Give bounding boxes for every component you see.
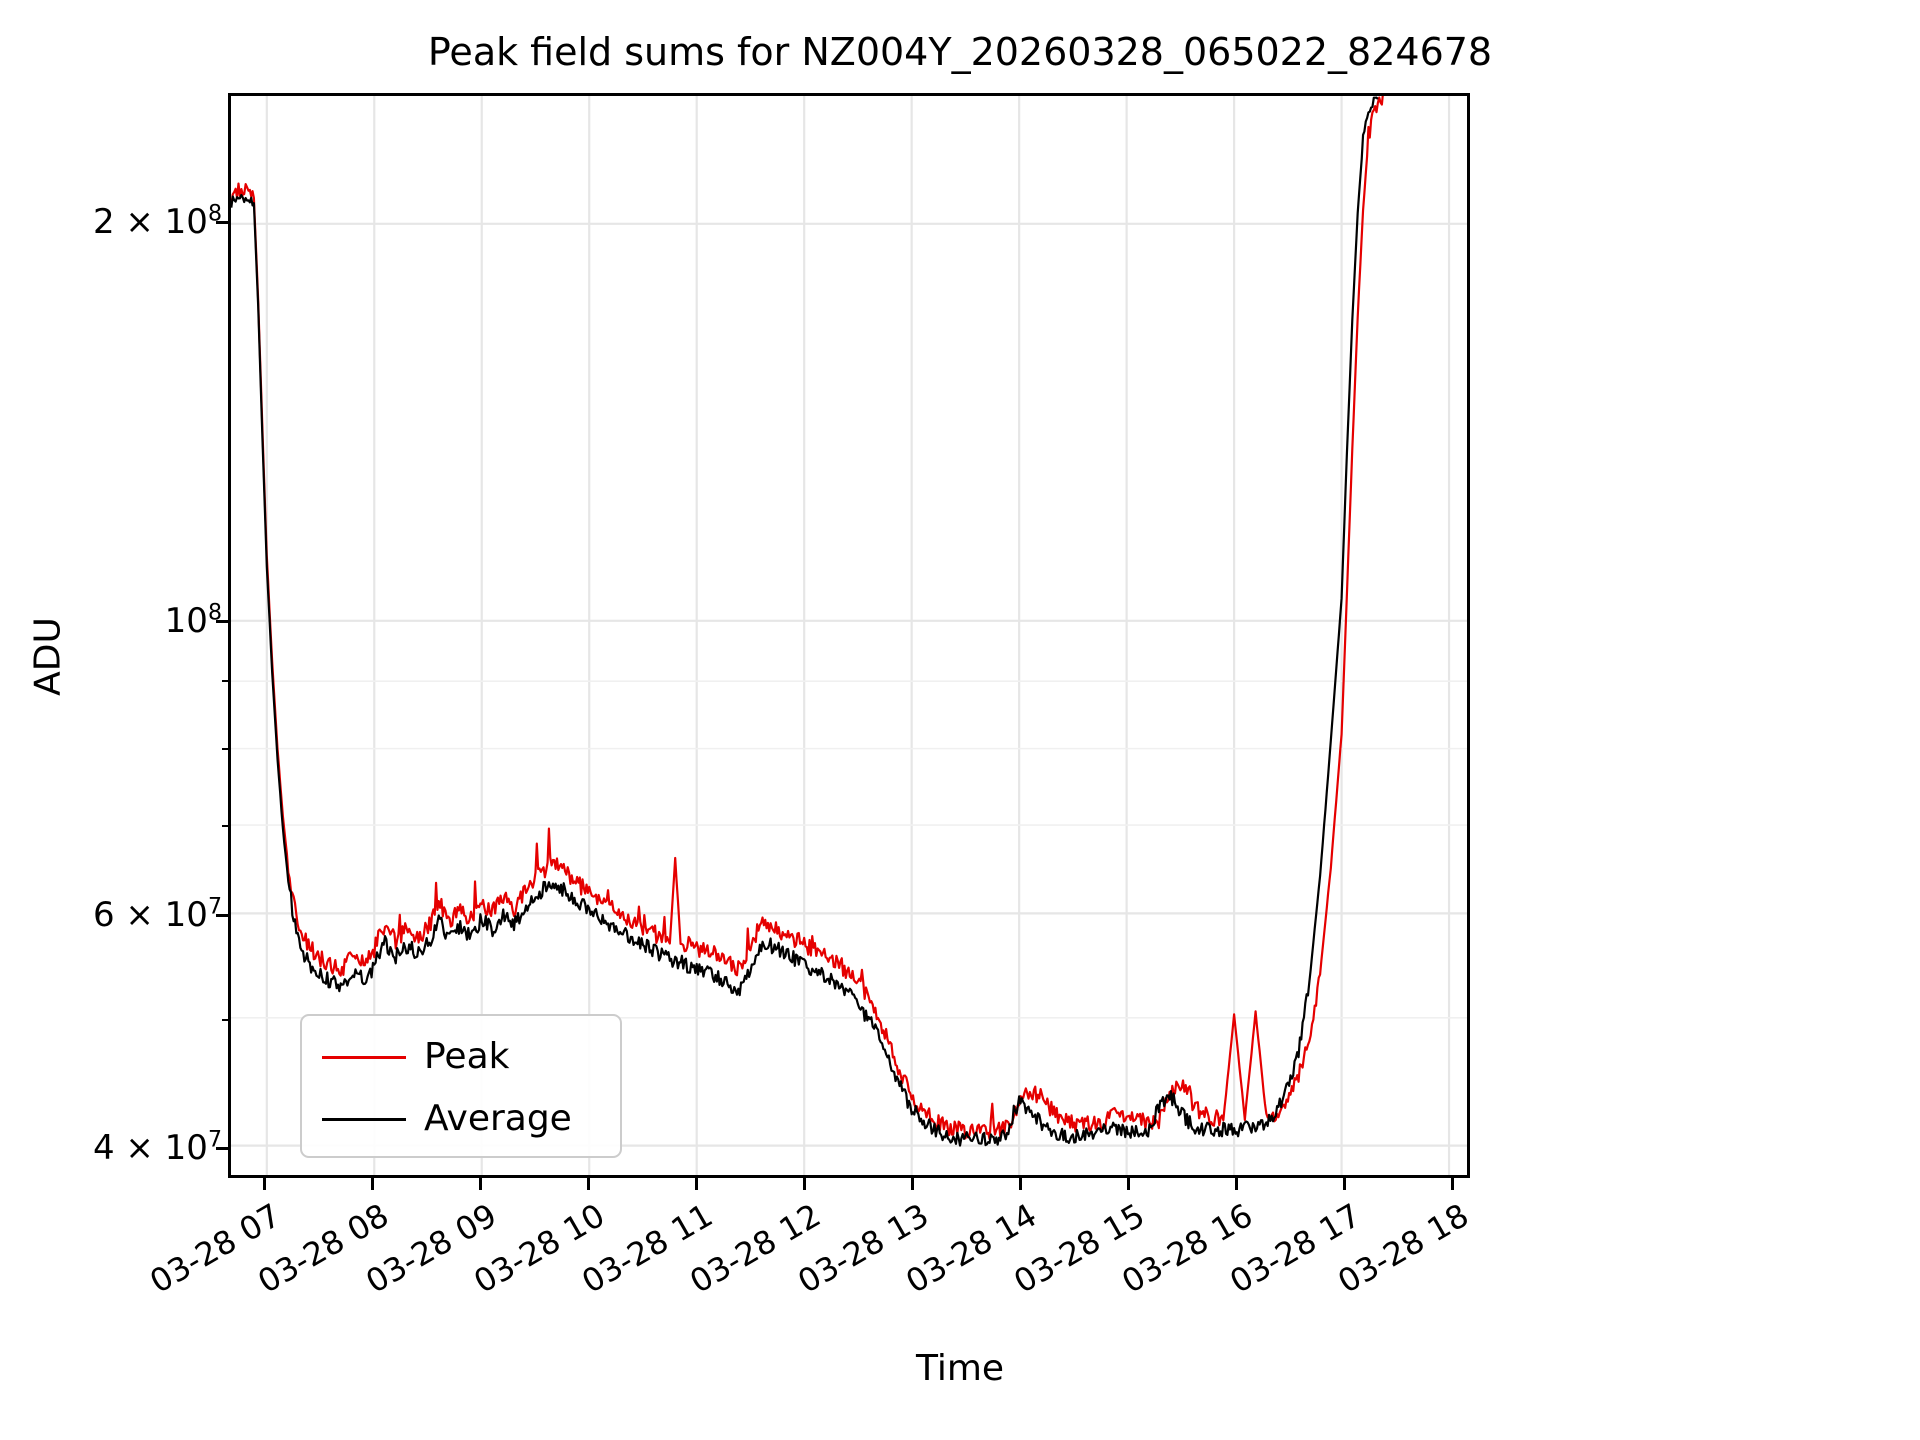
data-series-group <box>231 96 1384 1147</box>
x-axis-tick-mark <box>1234 1178 1238 1190</box>
x-axis-tick-mark <box>1450 1178 1454 1190</box>
y-axis-tick-label: 6 × 107 <box>92 893 222 935</box>
x-axis-tick-mark <box>1018 1178 1022 1190</box>
y-axis-minor-tick-mark <box>222 1018 229 1021</box>
y-axis-minor-tick-mark <box>222 680 229 683</box>
page-title: Peak field sums for NZ004Y_20260328_0650… <box>427 30 1493 74</box>
legend-label-peak: Peak <box>424 1036 510 1077</box>
x-axis-tick-mark <box>802 1178 806 1190</box>
y-axis-tick-mark <box>216 913 228 917</box>
y-axis-tick-mark <box>216 1147 228 1151</box>
y-axis-tick-mark <box>216 220 228 224</box>
y-axis-minor-tick-mark <box>222 825 229 828</box>
y-axis-tick-label: 2 × 108 <box>92 200 222 242</box>
legend-label-average: Average <box>424 1098 572 1139</box>
y-axis-label: ADU <box>27 617 69 696</box>
legend-item-average[interactable]: Average <box>302 1088 620 1150</box>
y-axis-tick-label: 4 × 107 <box>92 1127 222 1169</box>
x-axis-tick-mark <box>1342 1178 1346 1190</box>
x-axis-tick-mark <box>1126 1178 1130 1190</box>
legend-swatch-average <box>322 1117 406 1121</box>
x-axis-tick-mark <box>694 1178 698 1190</box>
y-axis-minor-tick-mark <box>222 748 229 751</box>
legend-swatch-peak <box>322 1055 406 1059</box>
y-axis-tick-mark <box>216 619 228 623</box>
legend[interactable]: Peak Average <box>300 1014 622 1158</box>
x-axis-tick-mark <box>262 1178 266 1190</box>
legend-item-peak[interactable]: Peak <box>302 1026 620 1088</box>
y-axis-tick-label: 108 <box>164 599 222 641</box>
x-axis-label: Time <box>915 1348 1005 1389</box>
x-axis-tick-mark <box>370 1178 374 1190</box>
x-axis-tick-label: 03-28 07 <box>143 1196 287 1301</box>
x-axis-tick-mark <box>478 1178 482 1190</box>
plot-area <box>228 93 1470 1178</box>
x-axis-tick-mark <box>910 1178 914 1190</box>
x-axis-tick-mark <box>586 1178 590 1190</box>
